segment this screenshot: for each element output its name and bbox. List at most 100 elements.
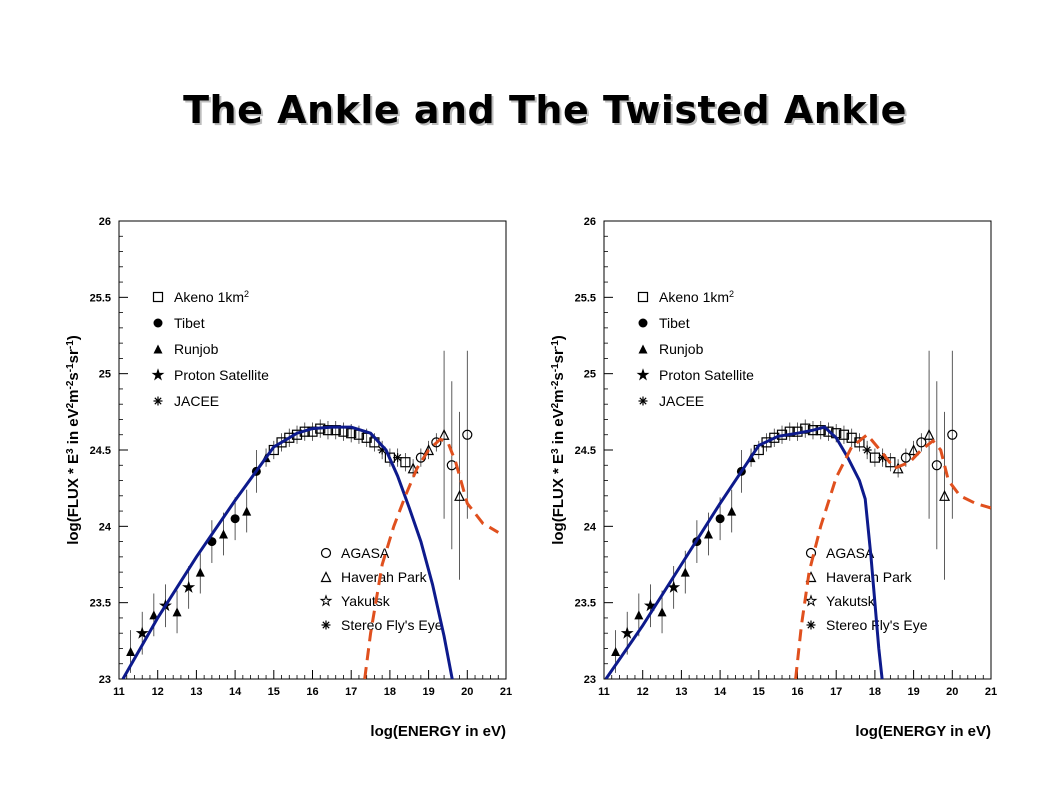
data-point	[823, 426, 834, 437]
legend-label: Stereo Fly's Eye	[341, 617, 443, 633]
data-point	[703, 529, 713, 539]
legend-marker	[638, 318, 648, 328]
data-point	[182, 580, 196, 593]
data-point	[657, 607, 667, 617]
y-tick-label: 25.5	[575, 292, 596, 304]
legend-label: Haverah Park	[826, 569, 913, 585]
y-axis-label-part: in eV	[550, 408, 567, 448]
data-point	[438, 428, 450, 440]
legend-marker	[153, 344, 163, 354]
data-point	[620, 626, 634, 639]
x-tick-label: 13	[190, 686, 202, 698]
legend-label-superscript: 2	[729, 289, 734, 299]
y-axis-label-superscript: 3	[65, 448, 76, 454]
legend-label: AGASA	[341, 545, 390, 561]
data-point	[284, 432, 295, 443]
model-curve-blue	[121, 425, 454, 679]
data-point	[218, 529, 228, 539]
legend-label: JACEE	[659, 393, 704, 409]
legend-marker	[637, 291, 649, 303]
legend-marker	[151, 368, 165, 381]
x-tick-label: 14	[714, 686, 727, 698]
x-tick-label: 21	[985, 686, 997, 698]
x-tick-label: 20	[461, 686, 473, 698]
data-point	[172, 607, 182, 617]
y-tick-label: 23	[99, 674, 111, 686]
slide-title: The Ankle and The Twisted Ankle	[183, 88, 907, 132]
x-tick-label: 16	[791, 686, 803, 698]
legend-marker	[638, 344, 648, 354]
data-point-stroke	[394, 454, 402, 462]
x-tick-label: 18	[869, 686, 881, 698]
y-axis-label-superscript: 2	[65, 402, 76, 408]
legend-marker-stroke	[639, 397, 647, 405]
legend-marker	[152, 291, 164, 303]
y-tick-label: 26	[584, 216, 596, 228]
legend-marker	[321, 620, 331, 630]
y-axis-label: log(FLUX * E3 in eV2m-2s-1sr-1)	[550, 335, 568, 545]
x-tick-label: 18	[384, 686, 396, 698]
y-axis-label-part: )	[550, 335, 567, 340]
data-point	[916, 437, 927, 448]
y-tick-label: 25.5	[90, 292, 111, 304]
legend-marker	[320, 571, 332, 583]
data-point	[149, 610, 159, 620]
chart-panel-left: 11 12 13 14 15 16 17 18 19 20 212323.52424.52525.5…	[65, 216, 513, 740]
data-point	[908, 444, 920, 456]
y-tick-label: 23.5	[575, 598, 596, 610]
model-curve-red-dashed	[794, 432, 991, 679]
y-axis-label-part: )	[65, 335, 82, 340]
legend-label: Yakutsk	[826, 593, 876, 609]
y-axis-label-superscript: -1	[65, 340, 76, 349]
data-point	[431, 437, 442, 448]
x-tick-label: 11	[598, 686, 610, 698]
y-tick-label: 24	[99, 521, 112, 533]
legend-marker-stroke	[322, 621, 330, 629]
y-axis-label-part: in eV	[65, 408, 82, 448]
y-axis-label-part: s	[550, 372, 567, 380]
chart-panel-right: 11 12 13 14 15 16 17 18 19 20 212323.52424.52525.5…	[550, 216, 998, 740]
legend-marker-stroke	[807, 621, 815, 629]
y-axis-label-part: m	[550, 389, 567, 402]
x-tick-label: 17	[830, 686, 842, 698]
legend-label: Proton Satellite	[659, 367, 754, 383]
x-axis-label: log(ENERGY in eV)	[855, 723, 991, 740]
x-tick-label: 20	[946, 686, 958, 698]
data-point	[230, 514, 240, 524]
data-point	[931, 460, 942, 471]
y-tick-label: 25	[99, 369, 111, 381]
data-point	[923, 428, 935, 440]
y-tick-label: 23.5	[90, 598, 111, 610]
plot-area	[604, 350, 991, 679]
y-axis-label-part: sr	[65, 349, 82, 363]
model-curve-blue	[604, 425, 884, 679]
data-point	[784, 426, 795, 437]
data-point	[135, 626, 149, 639]
legend-label: Tibet	[659, 315, 690, 331]
y-tick-label: 26	[99, 216, 111, 228]
y-axis-label-part: log(FLUX * E	[550, 454, 567, 545]
legend-marker	[804, 594, 818, 607]
data-point	[715, 514, 725, 524]
legend-marker	[638, 396, 648, 406]
legend-marker-stroke	[154, 397, 162, 405]
legend-label: AGASA	[826, 545, 875, 561]
legend-marker	[806, 620, 816, 630]
y-axis-label-superscript: -1	[550, 340, 561, 349]
data-point	[462, 429, 473, 440]
y-tick-label: 24.5	[575, 445, 596, 457]
data-point-stroke	[863, 446, 871, 454]
legend-label: Akeno 1km2	[174, 289, 249, 305]
data-point	[854, 437, 865, 448]
x-tick-label: 15	[753, 686, 765, 698]
x-tick-label: 11	[113, 686, 125, 698]
y-tick-label: 23	[584, 674, 596, 686]
data-point	[611, 647, 621, 657]
x-tick-label: 12	[637, 686, 649, 698]
data-point	[322, 425, 334, 436]
x-axis-label: log(ENERGY in eV)	[370, 723, 506, 740]
y-tick-label: 25	[584, 369, 596, 381]
data-point	[680, 567, 690, 577]
legend-marker	[153, 318, 163, 328]
x-tick-label: 14	[229, 686, 242, 698]
